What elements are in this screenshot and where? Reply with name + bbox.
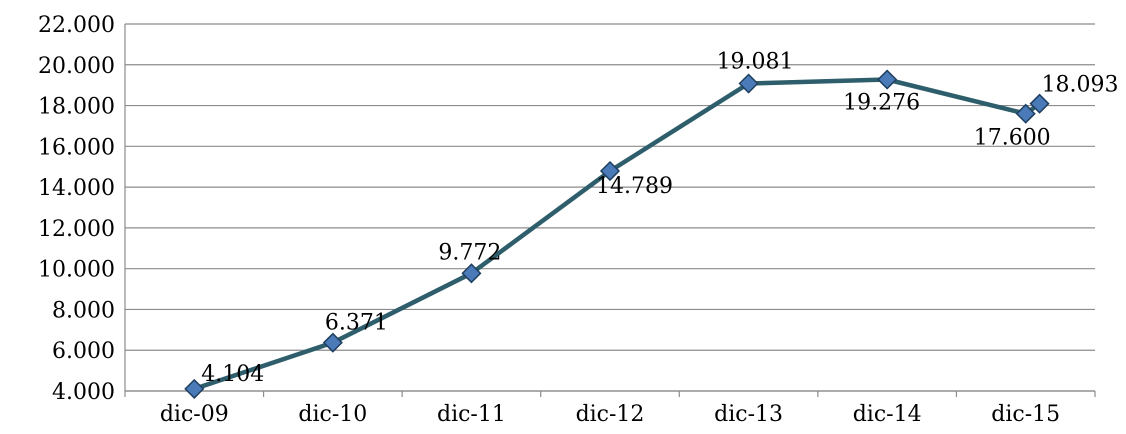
y-tick-label: 6.000 bbox=[52, 339, 115, 364]
x-tick-label: dic-15 bbox=[991, 402, 1060, 427]
x-tick-label: dic-13 bbox=[714, 402, 783, 427]
data-labels-group: 4.104 6.371 9.772 14.789 19.081 19.276 17.600 1… bbox=[201, 50, 1118, 387]
x-axis-tick-labels: dic-09 dic-10 dic-11 dic-12 dic-13 dic-14 dic-… bbox=[124, 391, 1096, 427]
y-tick-label: 22.000 bbox=[38, 13, 115, 38]
data-point-marker bbox=[599, 160, 621, 182]
data-point-marker bbox=[184, 378, 205, 399]
y-tick-label: 8.000 bbox=[52, 298, 115, 323]
data-label: 18.093 bbox=[1042, 73, 1119, 98]
data-label: 4.104 bbox=[201, 362, 264, 387]
data-label: 19.081 bbox=[717, 50, 794, 75]
x-tick-label: dic-11 bbox=[437, 402, 506, 427]
data-label: 6.371 bbox=[325, 311, 388, 336]
data-point-marker bbox=[738, 73, 759, 94]
series-line bbox=[192, 77, 1042, 392]
y-tick-label: 10.000 bbox=[38, 258, 115, 283]
y-tick-label: 14.000 bbox=[38, 176, 115, 201]
data-point-marker bbox=[1015, 103, 1036, 124]
y-tick-label: 4.000 bbox=[52, 380, 115, 405]
y-axis-tick-labels: 4.000 6.000 8.000 10.000 12.000 14.000 16.000 1… bbox=[38, 13, 115, 405]
data-point-marker bbox=[1029, 93, 1050, 114]
y-tick-label: 16.000 bbox=[38, 135, 115, 160]
data-point-marker bbox=[461, 263, 482, 284]
x-tick-label: dic-14 bbox=[853, 402, 922, 427]
data-label: 19.276 bbox=[843, 91, 920, 116]
x-tick-label: dic-10 bbox=[298, 402, 367, 427]
y-tick-label: 18.000 bbox=[38, 95, 115, 120]
data-label: 14.789 bbox=[596, 174, 673, 199]
x-tick-label: dic-12 bbox=[576, 402, 645, 427]
axes bbox=[124, 24, 1095, 392]
y-tick-label: 20.000 bbox=[38, 54, 115, 79]
data-label: 9.772 bbox=[438, 240, 501, 265]
data-point-marker bbox=[877, 69, 898, 90]
x-tick-label: dic-09 bbox=[160, 402, 229, 427]
data-label: 17.600 bbox=[974, 126, 1051, 151]
series-group bbox=[184, 69, 1050, 399]
data-point-marker bbox=[322, 332, 343, 353]
gridlines bbox=[125, 23, 1095, 392]
y-tick-label: 12.000 bbox=[38, 217, 115, 242]
